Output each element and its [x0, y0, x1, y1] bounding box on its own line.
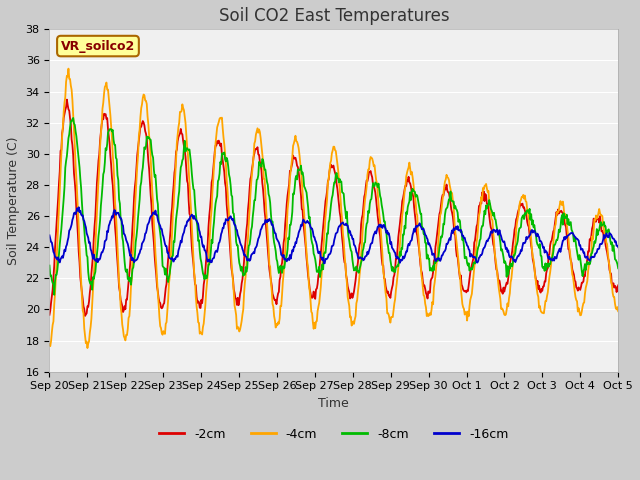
- Text: VR_soilco2: VR_soilco2: [61, 39, 135, 52]
- X-axis label: Time: Time: [319, 397, 349, 410]
- Title: Soil CO2 East Temperatures: Soil CO2 East Temperatures: [218, 7, 449, 25]
- Legend: -2cm, -4cm, -8cm, -16cm: -2cm, -4cm, -8cm, -16cm: [154, 422, 513, 445]
- Y-axis label: Soil Temperature (C): Soil Temperature (C): [7, 136, 20, 265]
